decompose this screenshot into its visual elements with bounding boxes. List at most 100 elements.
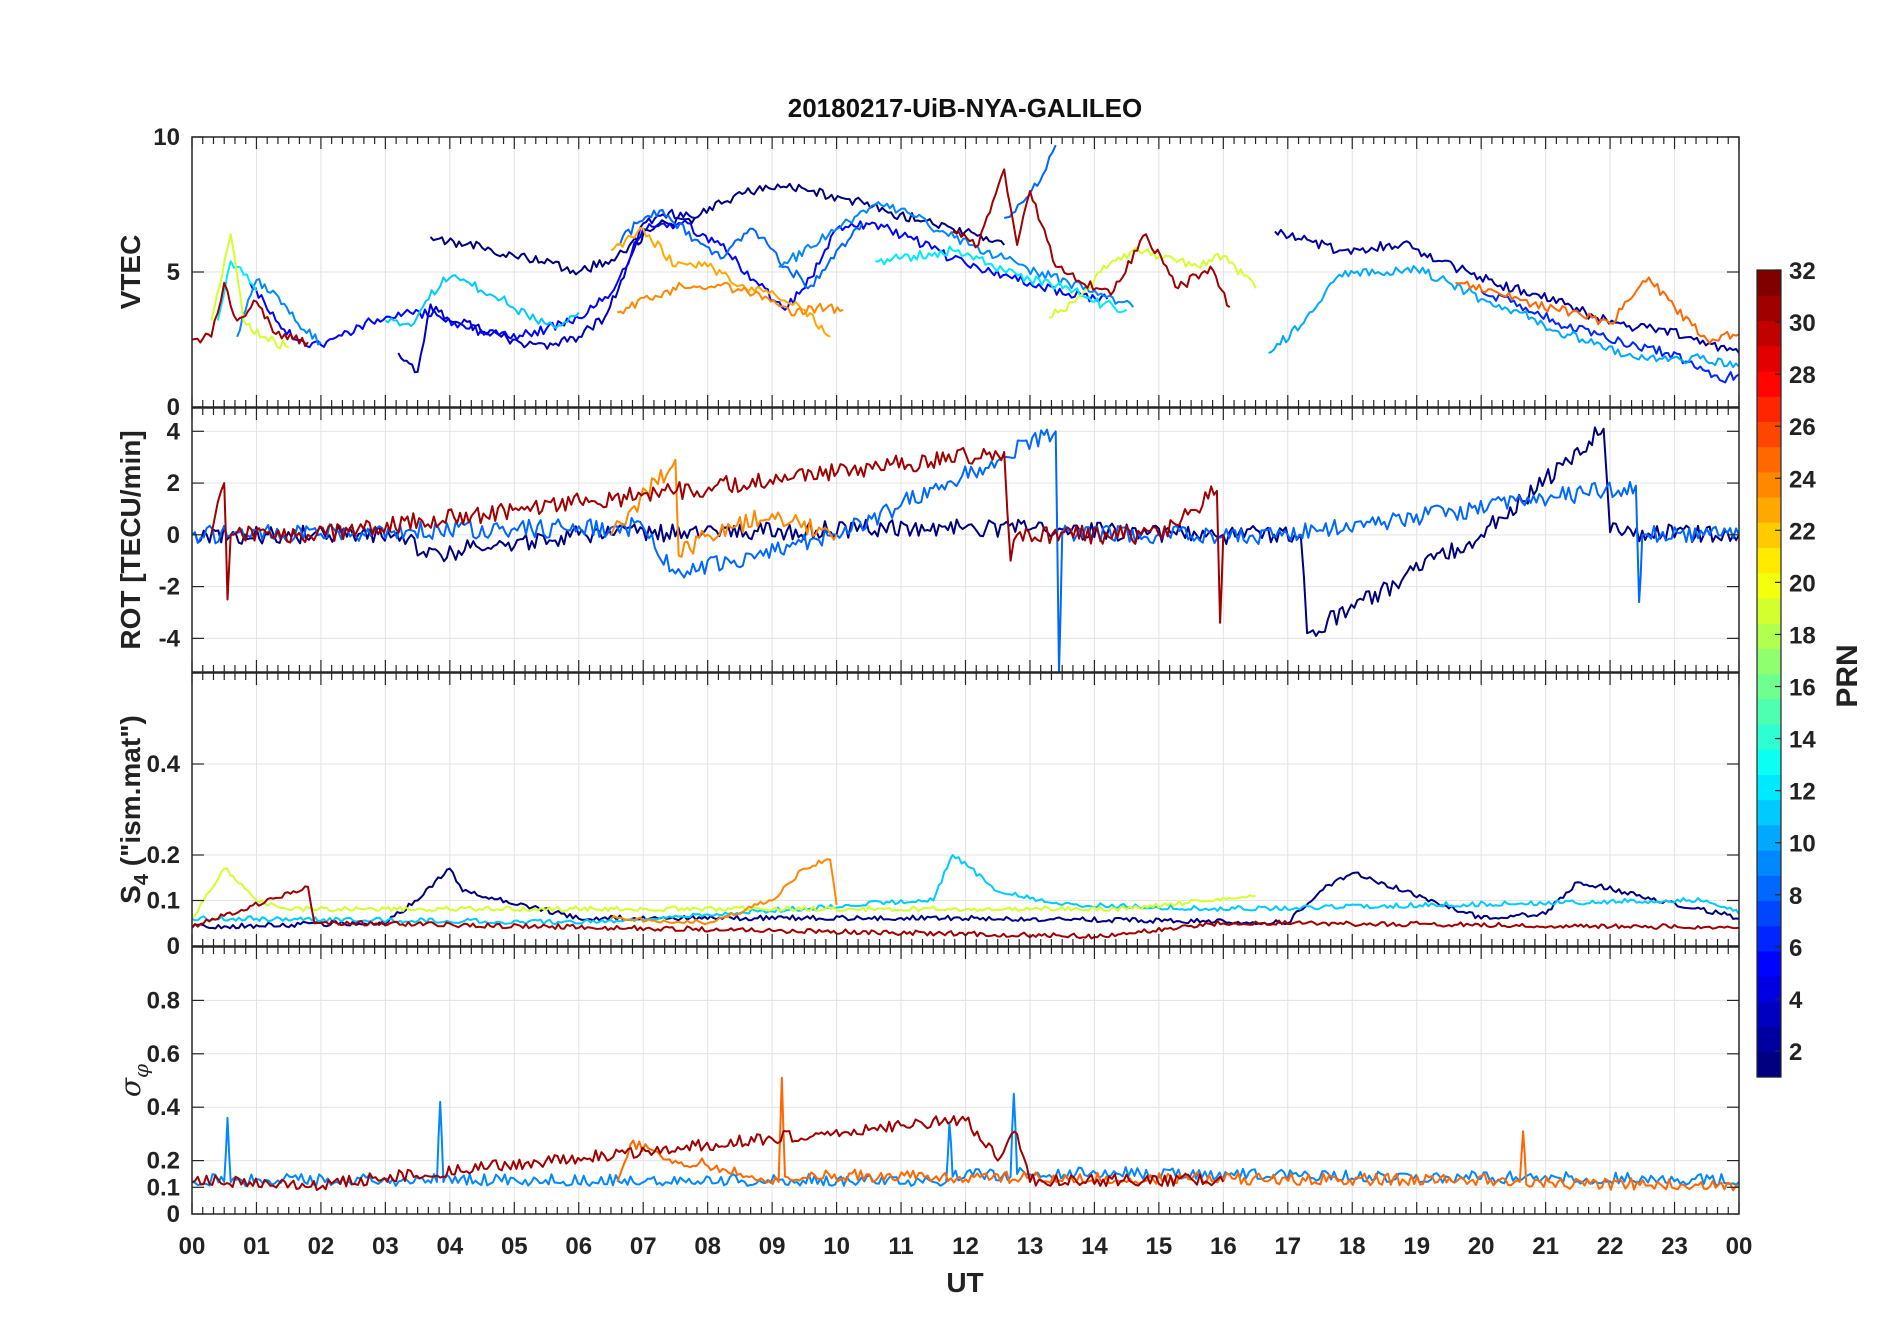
colorbar-segment xyxy=(1757,421,1781,448)
series-line-prn-12 xyxy=(216,260,258,321)
series-line-prn-8 xyxy=(617,208,864,290)
x-tick-label: 00 xyxy=(179,1233,206,1260)
colorbar-frame xyxy=(1756,269,1782,1078)
series-line-prn-1 xyxy=(192,426,1739,637)
colorbar-segment xyxy=(1757,320,1781,347)
series-group xyxy=(192,1076,1739,1192)
panel-s4: 0 0.1 0.2 0.4S4 ("ism.mat") xyxy=(115,672,1740,960)
colorbar-tick-label: 30 xyxy=(1789,310,1816,337)
y-tick-label: 0 xyxy=(167,1201,180,1228)
series-line-prn-25 xyxy=(1455,276,1739,345)
x-tick-label: 17 xyxy=(1274,1233,1301,1260)
panel-vtec: 0 5 10 VTEC xyxy=(115,124,1740,421)
series-line-prn-9 xyxy=(236,278,322,346)
colorbar-segment xyxy=(1757,698,1781,725)
y-tick-label: 2 xyxy=(167,470,180,497)
colorbar-segment xyxy=(1757,597,1781,624)
colorbar-tick-label: 22 xyxy=(1789,518,1816,545)
colorbar-segment xyxy=(1757,522,1781,549)
y-tick-label: 5 xyxy=(167,259,180,286)
series-line-prn-31 xyxy=(192,1115,1225,1191)
series-line-prn-9 xyxy=(192,1092,1739,1187)
x-tick-label: 00 xyxy=(1726,1233,1753,1260)
colorbar-segment xyxy=(1757,1026,1781,1053)
colorbar-tick-label: 12 xyxy=(1789,779,1816,806)
series-line-prn-11 xyxy=(384,274,580,330)
x-tick-label: 06 xyxy=(565,1233,592,1260)
series-line-prn-1 xyxy=(192,867,1739,930)
series-line-prn-24 xyxy=(617,281,844,317)
x-tick-label: 03 xyxy=(372,1233,399,1260)
colorbar-segment xyxy=(1757,370,1781,397)
colorbar-segment xyxy=(1757,774,1781,801)
y-tick-label: 0.1 xyxy=(147,1174,180,1201)
colorbar-tick-label: 16 xyxy=(1789,675,1816,702)
colorbar-segment xyxy=(1757,723,1781,750)
x-tick-label: 07 xyxy=(630,1233,657,1260)
colorbar-segment xyxy=(1757,950,1781,977)
x-tick-label: 19 xyxy=(1403,1233,1430,1260)
series-line-prn-12 xyxy=(875,245,1128,314)
series-line-prn-6 xyxy=(1480,290,1739,384)
colorbar-segment xyxy=(1757,925,1781,952)
colorbar-segment xyxy=(1757,295,1781,322)
y-tick-label: 0.1 xyxy=(147,888,180,915)
series-line-prn-11 xyxy=(192,854,1739,926)
x-tick-label: 16 xyxy=(1210,1233,1237,1260)
colorbar-tick-label: 10 xyxy=(1789,831,1816,858)
x-tick-label: 23 xyxy=(1661,1233,1688,1260)
series-line-prn-31 xyxy=(952,168,1231,308)
colorbar-tick-label: 4 xyxy=(1789,987,1803,1014)
x-tick-label: 22 xyxy=(1597,1233,1624,1260)
colorbar-segment xyxy=(1757,446,1781,473)
colorbar-segment xyxy=(1757,799,1781,826)
colorbar-tick-label: 26 xyxy=(1789,414,1816,441)
series-line-prn-19 xyxy=(1048,246,1257,319)
colorbar-tick-label: 6 xyxy=(1789,935,1802,962)
colorbar-segment xyxy=(1757,850,1781,876)
colorbar-tick-label: 18 xyxy=(1789,622,1816,649)
x-tick-label: 05 xyxy=(501,1233,528,1260)
series-line-prn-19 xyxy=(210,233,290,350)
x-tick-label: 20 xyxy=(1468,1233,1495,1260)
colorbar-segment xyxy=(1757,572,1781,599)
colorbar-segment xyxy=(1757,976,1781,1002)
y-tick-label: 0 xyxy=(167,522,180,549)
y-axis-label-rot: ROT [TECU/min] xyxy=(115,430,146,649)
colorbar-segment xyxy=(1757,875,1781,902)
x-tick-label: 14 xyxy=(1081,1233,1108,1260)
colorbar-label: PRN xyxy=(1831,644,1864,707)
series-line-prn-1 xyxy=(429,182,1005,276)
colorbar-tick-label: 20 xyxy=(1789,570,1816,597)
series-group xyxy=(192,144,1739,384)
x-tick-label: 01 xyxy=(243,1233,270,1260)
chart-title: 20180217-UiB-NYA-GALILEO xyxy=(788,93,1143,123)
y-tick-label: 10 xyxy=(153,124,180,151)
y-tick-label: 0.4 xyxy=(147,1094,181,1121)
colorbar-segment xyxy=(1757,270,1781,296)
series-line-prn-31 xyxy=(210,446,1225,624)
colorbar-segment xyxy=(1757,824,1781,851)
colorbar-tick-label: 24 xyxy=(1789,466,1816,493)
series-line-prn-23 xyxy=(610,227,831,338)
y-tick-label: 0.8 xyxy=(147,987,180,1014)
x-axis-label: UT xyxy=(946,1267,983,1298)
colorbar-segment xyxy=(1757,749,1781,775)
colorbar-segment xyxy=(1757,396,1781,422)
colorbar-segment xyxy=(1757,1051,1781,1078)
series-line-prn-5 xyxy=(249,219,1109,349)
y-tick-label: 0.2 xyxy=(147,1148,180,1175)
x-tick-label: 09 xyxy=(759,1233,786,1260)
series-line-prn-19 xyxy=(192,867,1256,920)
x-tick-label: 13 xyxy=(1017,1233,1044,1260)
colorbar-tick-label: 14 xyxy=(1789,727,1816,754)
colorbar-segment xyxy=(1757,547,1781,574)
series-line-prn-31 xyxy=(192,281,309,347)
y-tick-label: 0.2 xyxy=(147,842,180,869)
series-line-prn-8 xyxy=(192,428,1739,672)
colorbar-segment xyxy=(1757,900,1781,927)
x-axis-tick-labels: 00 01 02 03 04 05 06 07 08 09 10 11 12 13 14 15 16 17 18 19… xyxy=(179,1233,1753,1260)
colorbar-tick-label: 32 xyxy=(1789,258,1816,285)
